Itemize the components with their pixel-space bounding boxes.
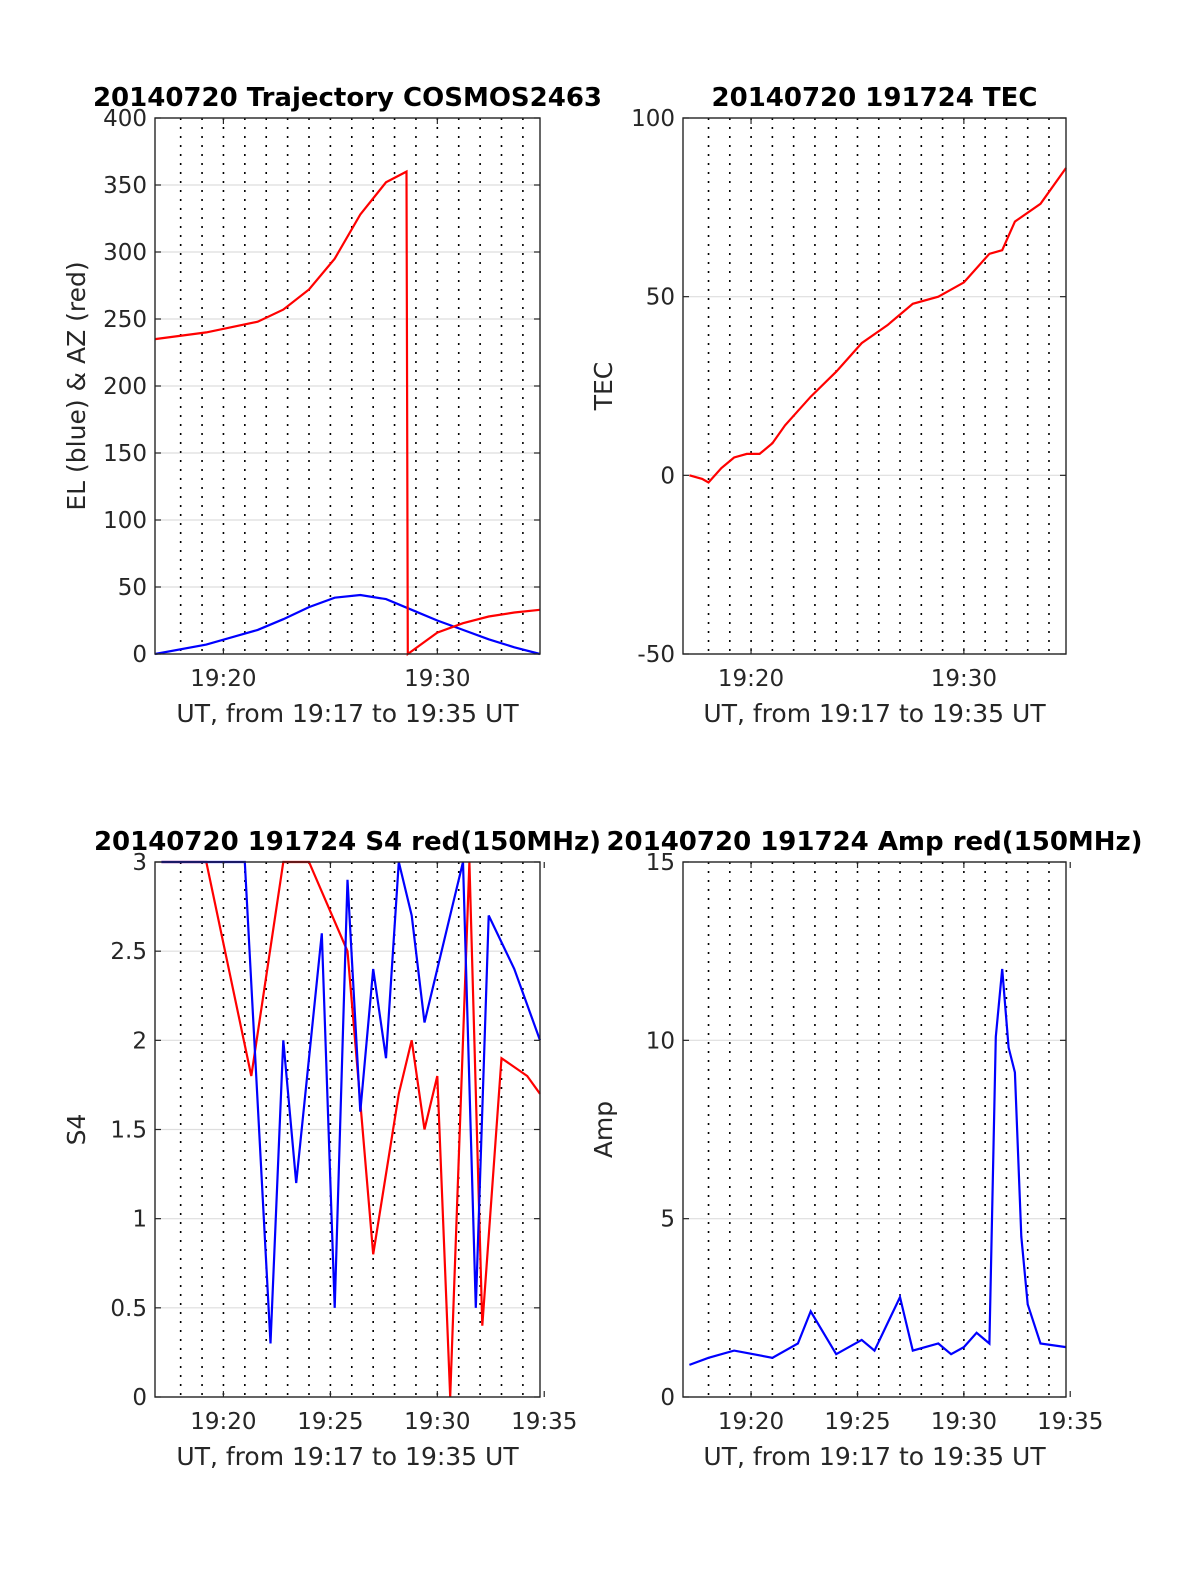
series-line-0 bbox=[154, 593, 541, 656]
chart-title: 20140720 191724 Amp red(150MHz) bbox=[606, 827, 1142, 857]
y-tick-label: 400 bbox=[103, 106, 147, 132]
tec-panel: -50 0 50 100 19:20 19:30 20140720 191724 TEC UT… bbox=[589, 83, 1067, 728]
x-tick-label: 19:25 bbox=[824, 1409, 890, 1435]
y-tick-label: 5 bbox=[660, 1207, 675, 1233]
x-axis-label: UT, from 19:17 to 19:35 UT bbox=[703, 699, 1046, 728]
chart-title: 20140720 191724 TEC bbox=[712, 83, 1038, 113]
x-tick-label: 19:30 bbox=[404, 666, 470, 692]
y-tick-label: 0 bbox=[660, 1385, 675, 1411]
y-axis-label: EL (blue) & AZ (red) bbox=[62, 261, 91, 510]
x-axis-label: UT, from 19:17 to 19:35 UT bbox=[703, 1442, 1046, 1471]
y-axis-label: Amp bbox=[589, 1101, 618, 1158]
axes-box bbox=[682, 861, 1067, 1398]
x-tick-label: 19:35 bbox=[1037, 1409, 1103, 1435]
y-axis-label: TEC bbox=[589, 362, 618, 412]
y-tick-label: 100 bbox=[103, 508, 147, 534]
y-tick-label: 1 bbox=[132, 1207, 147, 1233]
trajectory-panel: 0 50 100 150 200 250 300 350 400 19:20 19:30 201407… bbox=[62, 83, 602, 728]
y-tick-label: 150 bbox=[103, 441, 147, 467]
amp-panel: 0 5 10 15 19:20 19:25 19:30 19:35 20140720 19172… bbox=[589, 827, 1143, 1471]
y-tick-label: 350 bbox=[103, 173, 147, 199]
x-tick-label: 19:35 bbox=[511, 1409, 577, 1435]
x-tick-label: 19:25 bbox=[297, 1409, 363, 1435]
series-line-1 bbox=[161, 860, 542, 1344]
series-line-0 bbox=[689, 167, 1067, 484]
x-tick-label: 19:20 bbox=[190, 666, 256, 692]
y-tick-label: 300 bbox=[103, 240, 147, 266]
x-tick-label: 19:30 bbox=[931, 666, 997, 692]
series-line-1 bbox=[154, 169, 541, 657]
y-tick-label: 10 bbox=[646, 1028, 675, 1054]
chart-title: 20140720 191724 S4 red(150MHz) bbox=[94, 827, 601, 857]
x-axis-label: UT, from 19:17 to 19:35 UT bbox=[176, 1442, 519, 1471]
chart-title: 20140720 Trajectory COSMOS2463 bbox=[93, 83, 602, 113]
y-tick-label: 1.5 bbox=[110, 1118, 147, 1144]
x-axis-label: UT, from 19:17 to 19:35 UT bbox=[176, 699, 519, 728]
series-line-0 bbox=[161, 860, 541, 1398]
y-tick-label: 100 bbox=[631, 106, 675, 132]
y-tick-label: 3 bbox=[132, 850, 147, 876]
y-tick-label: 0.5 bbox=[110, 1296, 147, 1322]
series-line-0 bbox=[689, 968, 1067, 1366]
y-tick-label: 200 bbox=[103, 374, 147, 400]
y-tick-label: 50 bbox=[646, 285, 675, 311]
x-tick-label: 19:30 bbox=[404, 1409, 470, 1435]
y-axis-label: S4 bbox=[62, 1114, 91, 1146]
x-tick-label: 19:20 bbox=[718, 666, 784, 692]
y-tick-label: 0 bbox=[660, 463, 675, 489]
axes-box bbox=[682, 117, 1067, 655]
x-tick-label: 19:20 bbox=[190, 1409, 256, 1435]
y-tick-label: 15 bbox=[646, 850, 675, 876]
s4-panel: 0 0.5 1 1.5 2 2.5 3 19:20 19:25 19:30 19:35 2014072… bbox=[62, 827, 601, 1471]
x-tick-label: 19:20 bbox=[718, 1409, 784, 1435]
y-tick-label: 0 bbox=[132, 1385, 147, 1411]
y-tick-label: 50 bbox=[118, 575, 147, 601]
y-tick-label: 0 bbox=[132, 642, 147, 668]
y-tick-label: 2 bbox=[132, 1028, 147, 1054]
y-tick-label: 2.5 bbox=[110, 939, 147, 965]
y-tick-label: 250 bbox=[103, 307, 147, 333]
x-tick-label: 19:30 bbox=[931, 1409, 997, 1435]
y-tick-label: -50 bbox=[637, 642, 675, 668]
